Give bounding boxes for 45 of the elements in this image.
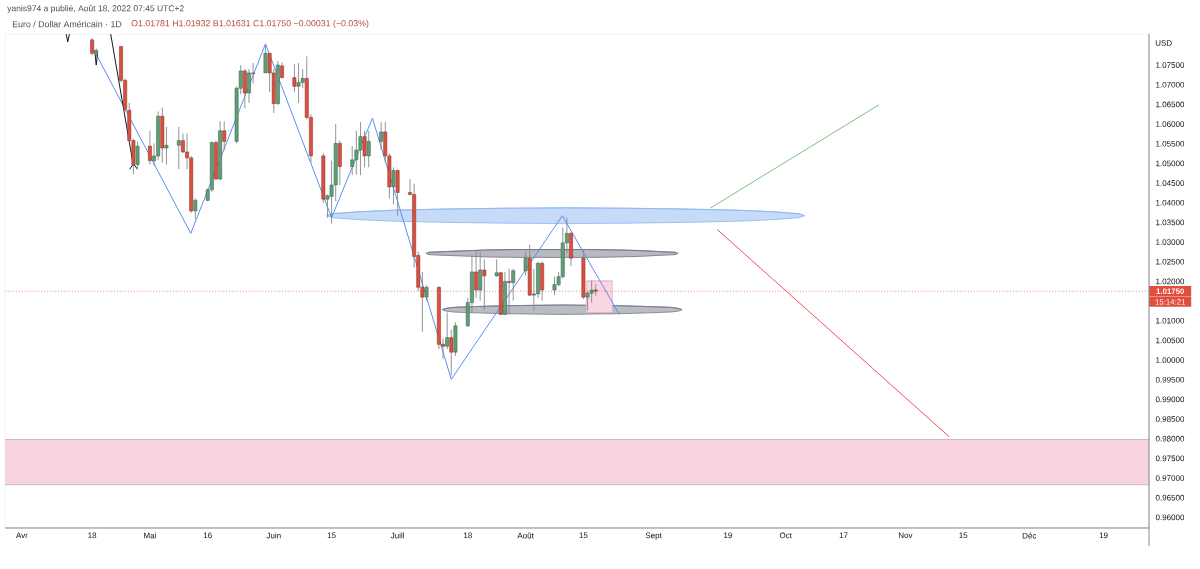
y-tick-label: 0.98000 xyxy=(1155,435,1185,442)
x-tick-label: 15 xyxy=(579,532,588,539)
y-tick-label: 0.99000 xyxy=(1155,396,1185,403)
x-tick-label: 19 xyxy=(1099,532,1108,539)
x-tick-label: 16 xyxy=(203,532,212,539)
y-tick-label: 1.06000 xyxy=(1156,121,1185,127)
y-tick-label: 1.02000 xyxy=(1156,278,1185,285)
x-tick-label: 17 xyxy=(839,532,848,539)
x-tick-label: 19 xyxy=(724,532,732,539)
x-tick-label: Août xyxy=(517,532,534,539)
y-tick-label: 1.07000 xyxy=(1156,81,1185,88)
x-tick-label: Sept xyxy=(645,532,662,540)
y-tick-label: 1.06500 xyxy=(1156,101,1185,108)
chart-subtitle: O1.01781 H1.01932 B1.01631 C1.01750 −0.00031 (−0.03%) xyxy=(131,19,369,29)
x-tick-label: 15 xyxy=(959,532,968,539)
y-tick-label: 0.98500 xyxy=(1155,416,1185,422)
y-tick-label: 0.96500 xyxy=(1155,494,1185,501)
y-tick-label: 1.02500 xyxy=(1156,258,1185,265)
x-tick-label: 18 xyxy=(88,532,97,539)
y-tick-label: 1.00000 xyxy=(1156,357,1185,363)
y-tick-label: 1.03000 xyxy=(1156,239,1185,245)
y-tick-label: 1.03500 xyxy=(1156,219,1185,226)
y-tick-label: 0.97000 xyxy=(1155,475,1185,481)
y-tick-label: 0.96000 xyxy=(1155,514,1185,521)
y-tick-label: 0.99500 xyxy=(1155,376,1185,383)
chart-title: Euro / Dollar Américain · 1D xyxy=(12,20,122,28)
text: yanis974 a publié, Août 18, 2022 07:45 UTC+2 xyxy=(7,4,184,13)
x-tick-label: Juin xyxy=(266,532,281,539)
y-tick-label: 1.05000 xyxy=(1156,160,1185,167)
y-tick-label: 1.00500 xyxy=(1156,337,1185,344)
x-tick-label: Oct xyxy=(779,532,792,539)
y-tick-label: 1.07500 xyxy=(1156,62,1185,68)
x-tick-label: Avr xyxy=(16,532,28,539)
x-tick-label: Juill xyxy=(390,532,404,539)
x-tick-label: Nov xyxy=(898,532,913,539)
y-axis-title: USD xyxy=(1155,40,1172,46)
x-tick-label: 15 xyxy=(327,532,336,539)
y-tick-label: 1.04500 xyxy=(1156,180,1185,186)
y-tick-label: 1.04000 xyxy=(1156,199,1185,206)
y-tick-label: 1.01000 xyxy=(1156,317,1185,324)
y-tick-label: 1.05500 xyxy=(1156,140,1185,147)
y-tick-label: 0.97500 xyxy=(1155,455,1185,462)
x-tick-label: 18 xyxy=(463,532,472,539)
x-tick-label: Mai xyxy=(144,532,156,539)
x-tick-label: Déc xyxy=(1022,532,1037,539)
